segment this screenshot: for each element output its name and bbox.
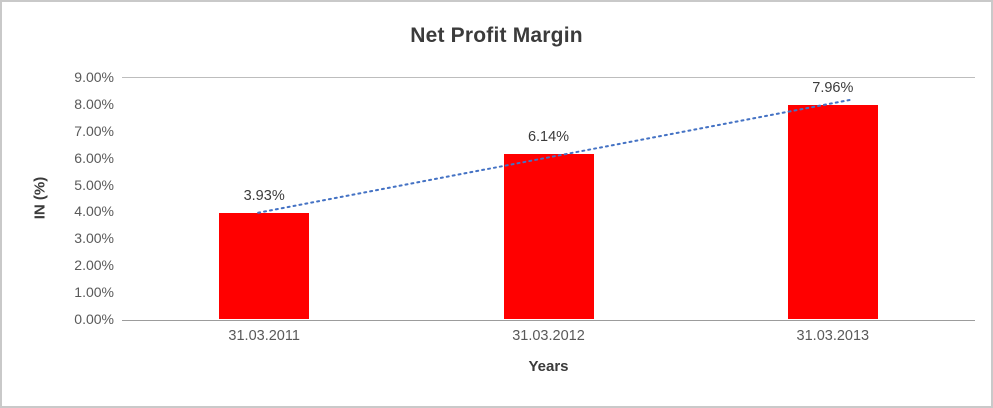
- chart-title: Net Profit Margin: [410, 24, 583, 47]
- y-tick-label: 8.00%: [74, 95, 114, 112]
- y-tick-label: 9.00%: [74, 69, 114, 85]
- y-tick-label: 1.00%: [74, 284, 114, 301]
- bar-data-label: 6.14%: [527, 128, 570, 145]
- plot-area: [122, 77, 975, 321]
- bar-data-label: 7.96%: [812, 79, 854, 96]
- y-tick-label: 5.00%: [74, 176, 114, 193]
- bar-31.03.2013: [787, 104, 878, 319]
- bar-data-label: 3.93%: [243, 188, 285, 205]
- x-tick-label: 31.03.2012: [512, 328, 585, 344]
- bar-31.03.2012: [503, 153, 594, 319]
- y-tick-label: 3.00%: [74, 230, 114, 247]
- x-tick-label: 31.03.2013: [796, 328, 870, 344]
- y-tick-label: 6.00%: [74, 149, 114, 166]
- x-tick-label: 31.03.2011: [228, 328, 300, 344]
- bar-31.03.2011: [219, 213, 310, 319]
- y-tick-label: 7.00%: [74, 122, 114, 139]
- x-axis-title: Years: [528, 358, 569, 375]
- y-tick-label: 4.00%: [74, 203, 114, 220]
- y-tick-label: 0.00%: [74, 311, 114, 327]
- y-tick-label: 2.00%: [74, 257, 114, 274]
